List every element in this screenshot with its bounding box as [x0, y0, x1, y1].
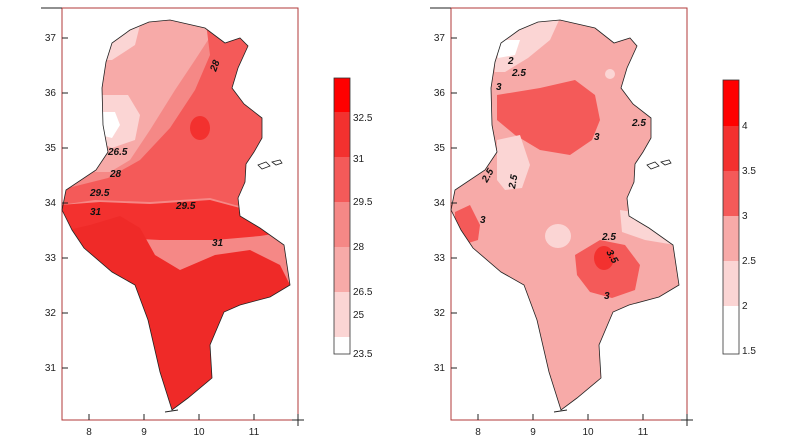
left-y-tick-label: 36: [45, 88, 57, 99]
right-y-tick-label: 37: [434, 33, 446, 44]
left-legend-swatch: [334, 78, 350, 112]
right-zone-2-small: [605, 69, 615, 79]
right-contour-label: 3: [496, 82, 502, 93]
left-x-tick-label: 11: [249, 427, 260, 438]
right-x-tick-label: 8: [475, 427, 481, 438]
left-y-axis: 37 36 35 34 33 32 31: [45, 33, 68, 374]
right-legend-label: 2.5: [742, 256, 756, 267]
right-zone-2-west: [497, 135, 530, 190]
left-legend-swatch: [334, 292, 350, 337]
right-contour-label: 2.5: [511, 68, 526, 79]
left-contour-label: 31: [90, 207, 102, 218]
right-x-tick-label: 10: [582, 427, 594, 438]
left-contour-label: 29.5: [175, 201, 196, 212]
right-contour-label: 2.5: [507, 173, 520, 190]
right-contour-labels: 2 2.5 3 2.5 3 2.5 2.5 3 2.5 3.5 3: [480, 56, 647, 302]
right-legend-swatch: [723, 216, 739, 261]
left-legend-swatch: [334, 157, 350, 202]
right-legend-border: [722, 79, 740, 355]
right-y-tick-label: 35: [434, 143, 446, 154]
right-y-tick-label: 31: [434, 363, 446, 374]
left-legend-label: 29.5: [353, 197, 373, 208]
right-legend-swatch: [723, 171, 739, 216]
right-x-tick-label: 11: [638, 427, 649, 438]
right-y-tick-label: 33: [434, 253, 446, 264]
right-legend-label: 2: [742, 301, 748, 312]
left-y-tick-label: 33: [45, 253, 57, 264]
right-legend-label: 4: [742, 121, 748, 132]
left-legend-swatch: [334, 112, 350, 157]
left-zone-23-5: [100, 112, 120, 138]
right-legend-swatch: [723, 80, 739, 126]
left-legend-swatch: [334, 202, 350, 247]
left-legend-label: 28: [353, 242, 365, 253]
left-contour-label: 28: [109, 169, 122, 180]
left-y-tick-label: 35: [45, 143, 57, 154]
right-legend-label: 3: [742, 211, 748, 222]
left-legend-label: 31: [353, 154, 365, 165]
left-x-tick-label: 9: [141, 427, 147, 438]
right-legend-swatch: [723, 126, 739, 171]
left-legend-border: [333, 77, 351, 355]
left-legend: 32.5 31 29.5 28 26.5 25 23.5: [333, 77, 373, 360]
right-contour-label: 3: [594, 132, 600, 143]
left-legend-swatch: [334, 247, 350, 292]
right-legend-swatch: [723, 261, 739, 306]
left-legend-label: 32.5: [353, 113, 373, 124]
right-legend-label: 3.5: [742, 166, 756, 177]
left-y-tick-label: 32: [45, 308, 57, 319]
right-contour-label: 2: [507, 56, 514, 67]
right-zone-2-spot: [545, 224, 571, 248]
left-country-outline: [61, 19, 291, 411]
left-legend-label: 23.5: [353, 349, 373, 360]
left-x-axis: 8 9 10 11: [86, 414, 260, 438]
left-contour-label: 31: [212, 238, 224, 249]
right-y-tick-label: 36: [434, 88, 446, 99]
right-zone-3-north: [497, 80, 600, 155]
right-legend-label: 1.5: [742, 346, 756, 357]
right-zone-1-5: [498, 40, 520, 58]
right-y-tick-label: 32: [434, 308, 446, 319]
left-contour-label: 29.5: [89, 188, 110, 199]
left-y-tick-label: 34: [45, 198, 57, 209]
left-legend-label: 25: [353, 310, 365, 321]
right-kerkennah-islands: [646, 159, 672, 170]
left-corner-crosses: [41, 7, 304, 426]
left-kerkennah-islands: [257, 159, 283, 170]
left-legend-swatch: [334, 337, 350, 354]
left-legend-label: 26.5: [353, 287, 373, 298]
right-legend-swatch: [723, 306, 739, 354]
left-contour-labels: 28 26.5 28 29.5 29.5 31 31: [89, 58, 224, 249]
right-zone-3-5: [594, 246, 614, 270]
left-contour-label: 26.5: [107, 147, 128, 158]
right-contour-label: 2.5: [601, 232, 616, 243]
right-contour-label: 3: [480, 215, 486, 226]
right-south-tip: [553, 409, 568, 413]
left-x-tick-label: 8: [86, 427, 92, 438]
left-south-tip: [164, 409, 179, 413]
left-contour-label: 28: [208, 58, 223, 74]
right-map-panel: 37 36 35 34 33 32 31 8 9 10 11 2 2.5 3: [430, 7, 756, 438]
left-map-panel: 37 36 35 34 33 32 31 8 9 10 11 28 26.5 2…: [41, 7, 373, 438]
right-x-tick-label: 9: [530, 427, 536, 438]
right-corner-crosses: [430, 7, 693, 426]
right-legend: 4 3.5 3 2.5 2 1.5: [722, 79, 756, 357]
right-y-axis: 37 36 35 34 33 32 31: [434, 33, 457, 374]
right-country-outline: [450, 19, 680, 411]
right-contour-label: 3: [604, 291, 610, 302]
right-x-axis: 8 9 10 11: [475, 414, 649, 438]
left-x-tick-label: 10: [193, 427, 205, 438]
right-contour-label: 2.5: [631, 118, 646, 129]
right-y-tick-label: 34: [434, 198, 446, 209]
left-y-tick-label: 37: [45, 33, 57, 44]
left-zone-31-spot: [190, 116, 210, 140]
left-y-tick-label: 31: [45, 363, 57, 374]
